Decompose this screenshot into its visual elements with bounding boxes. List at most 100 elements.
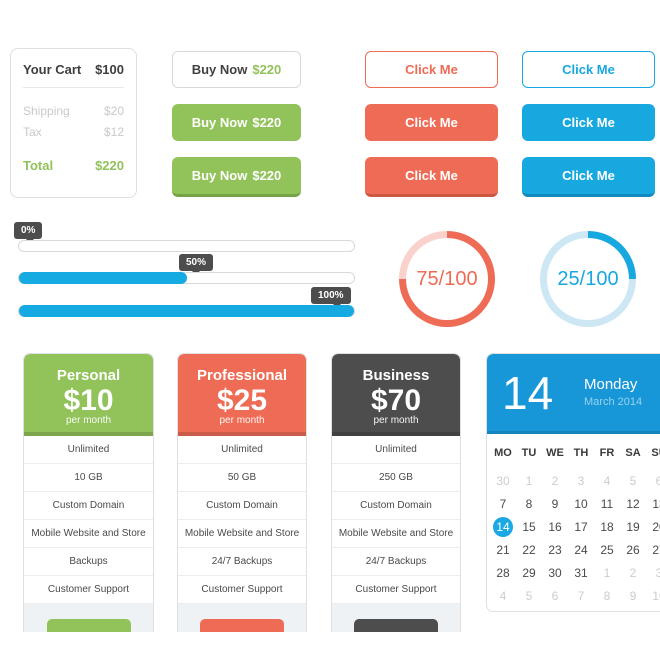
calendar-day-number: 28 bbox=[496, 565, 510, 580]
calendar-day-number: 3 bbox=[577, 473, 585, 488]
calendar-day-cell[interactable]: 4 bbox=[490, 584, 516, 607]
calendar-day-cell[interactable]: 31 bbox=[568, 561, 594, 584]
calendar-day-cell[interactable]: 28 bbox=[490, 561, 516, 584]
calendar-day-cell[interactable]: 30 bbox=[542, 561, 568, 584]
calendar-day-cell[interactable]: 15 bbox=[516, 515, 542, 538]
calendar-day-cell[interactable]: 18 bbox=[594, 515, 620, 538]
click-me-button-blue-flat[interactable]: Click Me bbox=[522, 104, 655, 141]
cart-total-value: $220 bbox=[95, 158, 124, 173]
plan-feature-row: Mobile Website and Store bbox=[332, 520, 460, 548]
pricing-card-personal: Personal $10 per month Unlimited 10 GB Cus… bbox=[23, 353, 154, 632]
calendar-day-cell[interactable]: 4 bbox=[594, 469, 620, 492]
calendar-day-name: FR bbox=[599, 447, 615, 459]
calendar-day-cell[interactable]: 6 bbox=[542, 584, 568, 607]
calendar-day-number: 26 bbox=[626, 542, 640, 557]
click-me-button-red-raised[interactable]: Click Me bbox=[365, 157, 498, 197]
calendar-day-number: 2 bbox=[551, 473, 559, 488]
calendar-day-cell[interactable]: 29 bbox=[516, 561, 542, 584]
calendar-day-number: 5 bbox=[629, 473, 637, 488]
calendar-day-name: WE bbox=[546, 447, 564, 459]
buy-now-button-outline[interactable]: Buy Now $220 bbox=[172, 51, 301, 88]
calendar-day-cell[interactable]: 12 bbox=[620, 492, 646, 515]
cart-shipping-line: Shipping $20 bbox=[23, 104, 124, 118]
calendar-day-number: 27 bbox=[652, 542, 660, 557]
progress-tooltip-100: 100% bbox=[311, 287, 351, 308]
calendar-day-cell[interactable]: 25 bbox=[594, 538, 620, 561]
calendar-day-cell[interactable]: 2 bbox=[542, 469, 568, 492]
calendar-day-cell[interactable]: 13 bbox=[646, 492, 660, 515]
calendar-day-number: 12 bbox=[626, 496, 640, 511]
plan-price: $70 bbox=[370, 384, 422, 417]
click-me-button-red-flat[interactable]: Click Me bbox=[365, 104, 498, 141]
buy-now-button-raised[interactable]: Buy Now $220 bbox=[172, 157, 301, 197]
calendar-day-cell[interactable]: 6 bbox=[646, 469, 660, 492]
calendar-day-cell[interactable]: 14 bbox=[490, 515, 516, 538]
calendar-day-number: 8 bbox=[525, 496, 533, 511]
plan-feature-row: Unlimited bbox=[178, 436, 306, 464]
calendar-day-cell[interactable]: 9 bbox=[620, 584, 646, 607]
click-me-button-blue-raised[interactable]: Click Me bbox=[522, 157, 655, 197]
calendar-day-cell[interactable]: 24 bbox=[568, 538, 594, 561]
plan-feature-row: Mobile Website and Store bbox=[24, 520, 153, 548]
calendar-day-number: 18 bbox=[600, 519, 614, 534]
calendar-day-number: 24 bbox=[574, 542, 588, 557]
calendar-day-cell[interactable]: 19 bbox=[620, 515, 646, 538]
plan-signup-button[interactable] bbox=[46, 619, 131, 632]
plan-feature-row: Customer Support bbox=[178, 576, 306, 604]
calendar-day-cell[interactable]: 5 bbox=[516, 584, 542, 607]
cart-shipping-value: $20 bbox=[103, 104, 124, 118]
calendar-header-text: Monday March 2014 bbox=[584, 376, 642, 408]
pricing-header: Business $70 per month bbox=[332, 354, 460, 436]
calendar-day-cell[interactable]: 17 bbox=[568, 515, 594, 538]
calendar-day-number: 14 bbox=[493, 516, 513, 537]
calendar-day-cell[interactable]: 8 bbox=[516, 492, 542, 515]
plan-feature-list: Unlimited 10 GB Custom Domain Mobile Websit… bbox=[24, 436, 153, 604]
calendar-day-number: 20 bbox=[652, 519, 660, 534]
click-me-button-blue-outline[interactable]: Click Me bbox=[522, 51, 655, 88]
calendar-day-number: 30 bbox=[548, 565, 562, 580]
calendar-day-cell[interactable]: 22 bbox=[516, 538, 542, 561]
calendar-day-cell[interactable]: 10 bbox=[646, 584, 660, 607]
calendar-day-cell[interactable]: 5 bbox=[620, 469, 646, 492]
calendar-day-cell[interactable]: 27 bbox=[646, 538, 660, 561]
cart-total-line: Total $220 bbox=[23, 158, 124, 173]
cart-summary-card: Your Cart $100 Shipping $20 Tax $12 Tota… bbox=[10, 48, 137, 198]
radial-progress-label: 25/100 bbox=[547, 238, 629, 320]
plan-feature-row: Unlimited bbox=[24, 436, 153, 464]
calendar-day-cell[interactable]: 3 bbox=[646, 561, 660, 584]
plan-feature-row: 24/7 Backups bbox=[178, 548, 306, 576]
calendar-day-cell[interactable]: 16 bbox=[542, 515, 568, 538]
radial-progress-label: 75/100 bbox=[406, 238, 488, 320]
calendar-day-cell[interactable]: 9 bbox=[542, 492, 568, 515]
calendar-day-cell[interactable]: 1 bbox=[594, 561, 620, 584]
calendar-day-number: 13 bbox=[652, 496, 660, 511]
calendar-day-name: SU bbox=[651, 447, 660, 459]
calendar-day-cell[interactable]: 8 bbox=[594, 584, 620, 607]
calendar-day-cell[interactable]: 30 bbox=[490, 469, 516, 492]
calendar-day-cell[interactable]: 26 bbox=[620, 538, 646, 561]
calendar-day-cell[interactable]: 23 bbox=[542, 538, 568, 561]
plan-footer bbox=[24, 604, 153, 632]
click-me-button-red-outline[interactable]: Click Me bbox=[365, 51, 498, 88]
calendar-day-number: 17 bbox=[574, 519, 588, 534]
plan-signup-button[interactable] bbox=[200, 619, 284, 632]
calendar-day-cell[interactable]: 1 bbox=[516, 469, 542, 492]
calendar-day-number: 1 bbox=[603, 565, 611, 580]
calendar-day-cell[interactable]: 10 bbox=[568, 492, 594, 515]
calendar-day-cell[interactable]: 11 bbox=[594, 492, 620, 515]
calendar-day-number: 9 bbox=[551, 496, 559, 511]
calendar-day-number: 5 bbox=[525, 588, 533, 603]
plan-signup-button[interactable] bbox=[354, 619, 438, 632]
calendar-day-cell[interactable]: 21 bbox=[490, 538, 516, 561]
plan-name: Personal bbox=[56, 367, 121, 384]
calendar-day-cell[interactable]: 3 bbox=[568, 469, 594, 492]
calendar-day-cell[interactable]: 2 bbox=[620, 561, 646, 584]
calendar-day-cell[interactable]: 7 bbox=[490, 492, 516, 515]
calendar-day-cell[interactable]: 20 bbox=[646, 515, 660, 538]
calendar-day-cell[interactable]: 7 bbox=[568, 584, 594, 607]
click-me-label: Click Me bbox=[562, 168, 615, 183]
calendar-day-number: 6 bbox=[551, 588, 559, 603]
plan-feature-row: Backups bbox=[24, 548, 153, 576]
buy-now-button-flat[interactable]: Buy Now $220 bbox=[172, 104, 301, 141]
pricing-card-business: Business $70 per month Unlimited 250 GB Cu… bbox=[331, 353, 461, 632]
